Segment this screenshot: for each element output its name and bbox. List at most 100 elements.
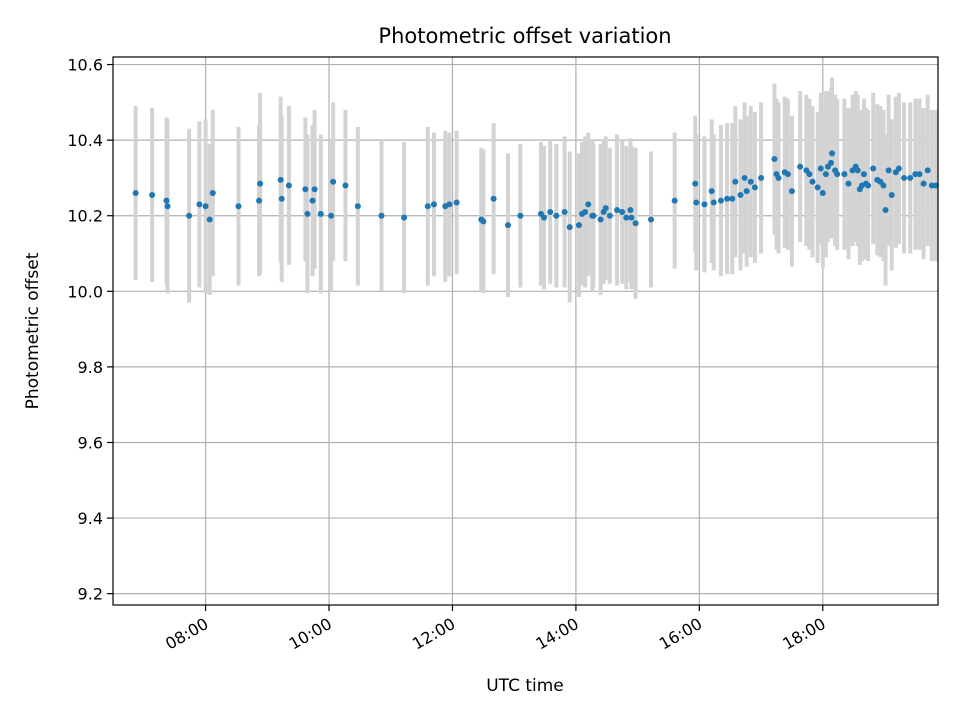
data-point <box>717 197 724 204</box>
data-point <box>149 191 156 198</box>
data-point <box>627 207 634 214</box>
data-point <box>771 156 778 163</box>
data-point <box>880 182 887 189</box>
data-point <box>901 174 908 181</box>
data-point <box>907 174 914 181</box>
data-point <box>797 163 804 170</box>
data-point <box>751 184 758 191</box>
data-point <box>888 191 895 198</box>
data-point <box>829 150 836 157</box>
data-point <box>597 216 604 223</box>
data-point <box>302 186 309 193</box>
data-point <box>446 201 453 208</box>
data-point <box>541 214 548 221</box>
data-point <box>566 224 573 231</box>
data-point <box>277 176 284 183</box>
data-point <box>895 165 902 172</box>
data-point <box>834 171 841 178</box>
data-point <box>737 191 744 198</box>
data-point <box>870 165 877 172</box>
data-point <box>828 159 835 166</box>
data-point <box>424 203 431 210</box>
data-point <box>309 197 316 204</box>
data-point <box>747 178 754 185</box>
data-point <box>729 195 736 202</box>
data-point <box>912 171 919 178</box>
data-point <box>819 190 826 197</box>
data-point <box>814 184 821 191</box>
data-point <box>186 212 193 219</box>
data-point <box>517 212 524 219</box>
data-point <box>632 220 639 227</box>
data-point <box>671 197 678 204</box>
data-point <box>845 180 852 187</box>
data-point <box>628 214 635 221</box>
data-point <box>342 182 349 189</box>
data-point <box>311 186 318 193</box>
data-point <box>164 203 171 210</box>
data-point <box>304 210 311 217</box>
data-point <box>701 201 708 208</box>
data-point <box>788 188 795 195</box>
data-point <box>317 210 324 217</box>
plot-frame <box>112 56 939 606</box>
data-point <box>606 212 613 219</box>
y-tick-label: 10.6 <box>67 56 103 75</box>
data-point <box>854 167 861 174</box>
data-point <box>882 207 889 214</box>
data-point <box>330 178 337 185</box>
data-point <box>860 171 867 178</box>
data-point <box>553 212 560 219</box>
data-point <box>841 171 848 178</box>
data-point <box>257 180 264 187</box>
data-point <box>453 199 460 206</box>
data-point <box>822 171 829 178</box>
data-point <box>758 174 765 181</box>
data-point <box>885 167 892 174</box>
data-point <box>561 208 568 215</box>
data-point <box>132 190 139 197</box>
data-point <box>163 197 170 204</box>
data-point <box>732 178 739 185</box>
data-point <box>916 171 923 178</box>
y-axis-title: Photometric offset <box>23 252 43 409</box>
data-point <box>209 190 216 197</box>
chart-title: Photometric offset variation <box>378 24 671 48</box>
data-point <box>806 171 813 178</box>
y-tick-label: 10.2 <box>67 207 103 226</box>
y-tick-label: 9.4 <box>78 509 103 528</box>
data-point <box>328 212 335 219</box>
data-point <box>285 182 292 189</box>
data-point <box>692 180 699 187</box>
data-point <box>741 174 748 181</box>
data-point <box>430 201 437 208</box>
data-point <box>784 171 791 178</box>
data-point <box>647 216 654 223</box>
data-point <box>490 195 497 202</box>
data-point <box>256 197 263 204</box>
y-tick-label: 9.8 <box>78 358 103 377</box>
data-point <box>575 222 582 229</box>
data-point <box>710 199 717 206</box>
data-point <box>206 216 213 223</box>
data-point <box>582 208 589 215</box>
data-point <box>585 201 592 208</box>
data-point <box>920 180 927 187</box>
y-tick-label: 9.2 <box>78 585 103 604</box>
data-point <box>354 203 361 210</box>
data-point <box>278 195 285 202</box>
y-tick-label: 10.0 <box>67 282 103 301</box>
data-point <box>724 195 731 202</box>
data-point <box>743 188 750 195</box>
data-point <box>235 203 242 210</box>
data-point <box>693 199 700 206</box>
data-point <box>614 207 621 214</box>
data-point <box>401 214 408 221</box>
data-point <box>623 214 630 221</box>
data-point <box>602 205 609 212</box>
data-point <box>775 174 782 181</box>
data-point <box>928 182 935 189</box>
data-point <box>924 167 931 174</box>
